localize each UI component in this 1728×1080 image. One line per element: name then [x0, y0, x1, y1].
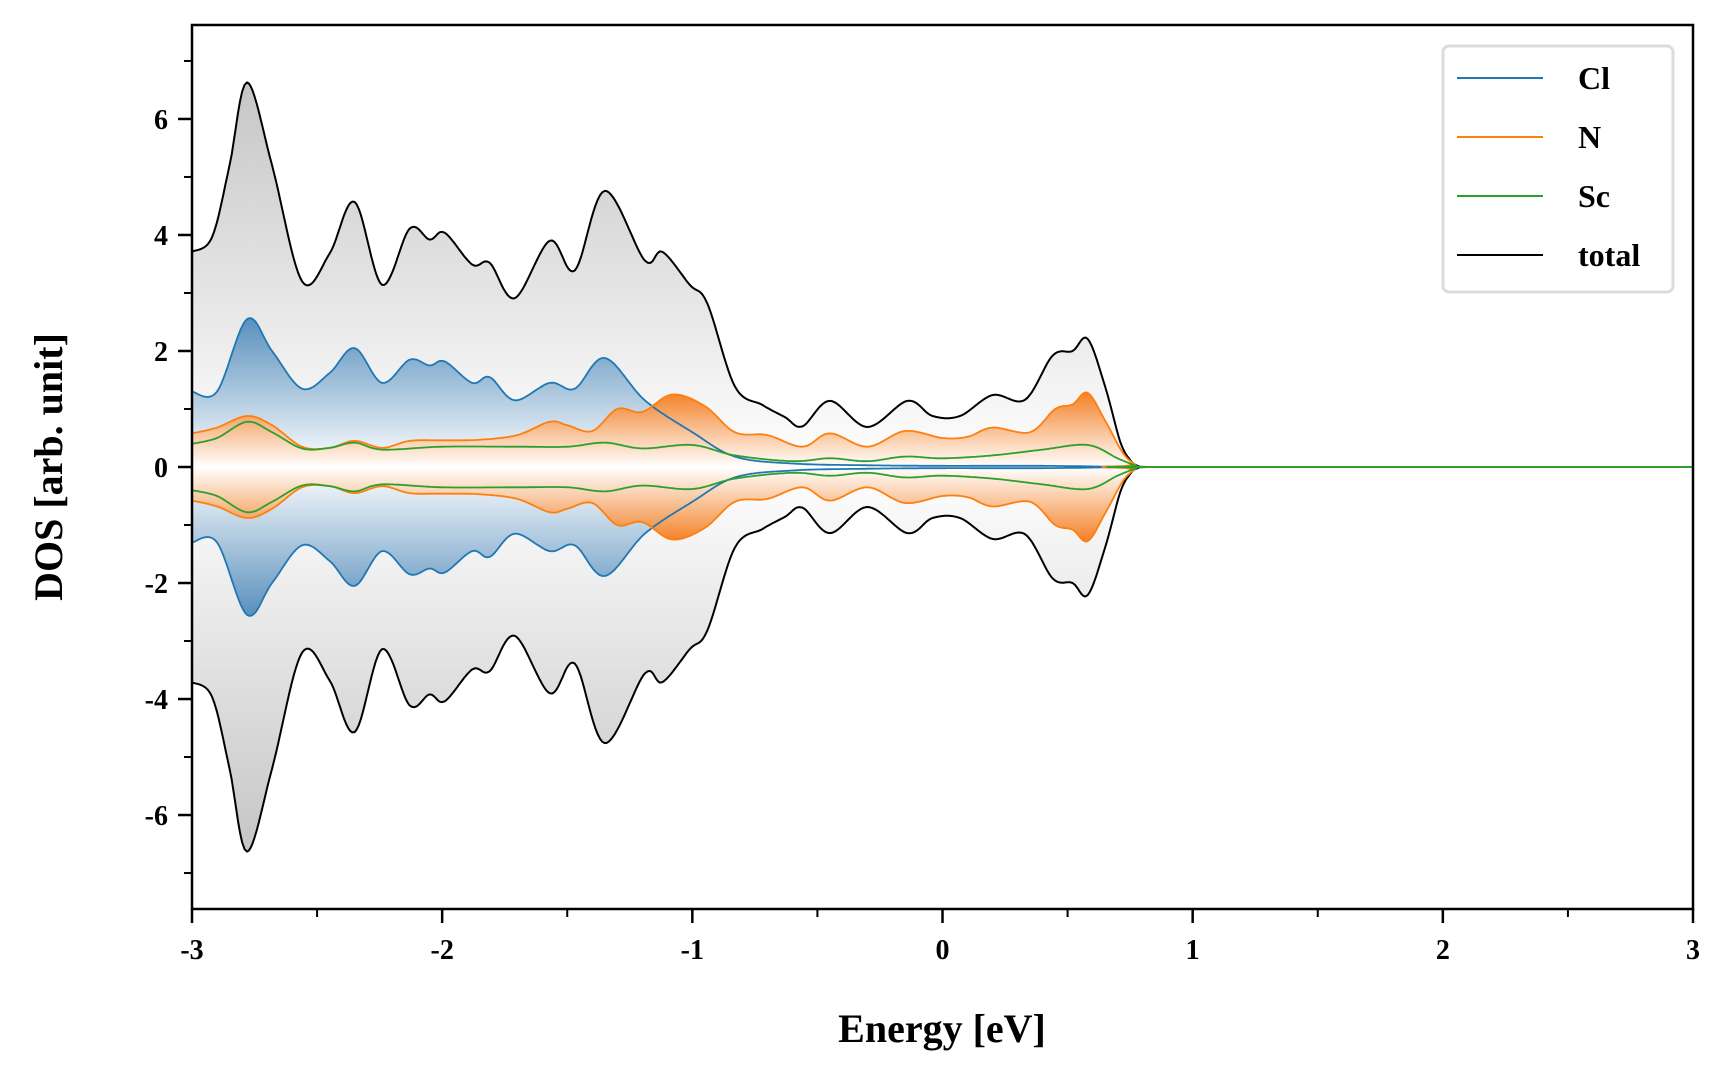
line-layer — [192, 81, 1693, 853]
legend-box — [1441, 44, 1675, 294]
y-tick-label: -6 — [145, 801, 168, 832]
fill-n — [192, 392, 1693, 542]
y-tick-label: 2 — [154, 337, 168, 368]
x-axis-label: Energy [eV] — [838, 1006, 1046, 1051]
x-tick-label: 2 — [1436, 935, 1450, 966]
y-tick-label: 4 — [154, 221, 168, 252]
x-tick-label: -1 — [681, 935, 704, 966]
x-axis: -3 -2 -1 0 1 2 3 — [180, 909, 1700, 966]
y-tick-label: 6 — [154, 105, 168, 136]
y-tick-label: -2 — [145, 569, 168, 600]
y-tick-label: 0 — [154, 453, 168, 484]
legend-label: total — [1578, 237, 1640, 273]
legend: Cl N Sc total — [1441, 44, 1675, 294]
fill-layer — [192, 82, 1693, 852]
y-tick-label: -4 — [145, 685, 168, 716]
x-tick-label: 1 — [1186, 935, 1200, 966]
y-axis: -6 -4 -2 0 2 4 6 — [145, 59, 192, 875]
x-tick-label: 3 — [1686, 935, 1700, 966]
legend-item-sc: Sc — [1457, 178, 1610, 214]
legend-label: Sc — [1578, 178, 1610, 214]
x-tick-label: -3 — [180, 935, 203, 966]
x-tick-label: -2 — [431, 935, 454, 966]
legend-label: N — [1578, 119, 1601, 155]
legend-label: Cl — [1578, 60, 1610, 96]
y-axis-label: DOS [arb. unit] — [26, 333, 71, 601]
legend-item-total: total — [1457, 237, 1640, 273]
legend-item-n: N — [1457, 119, 1601, 155]
line-sc-down — [192, 466, 1693, 514]
legend-item-cl: Cl — [1457, 60, 1610, 96]
x-tick-label: 0 — [936, 935, 950, 966]
